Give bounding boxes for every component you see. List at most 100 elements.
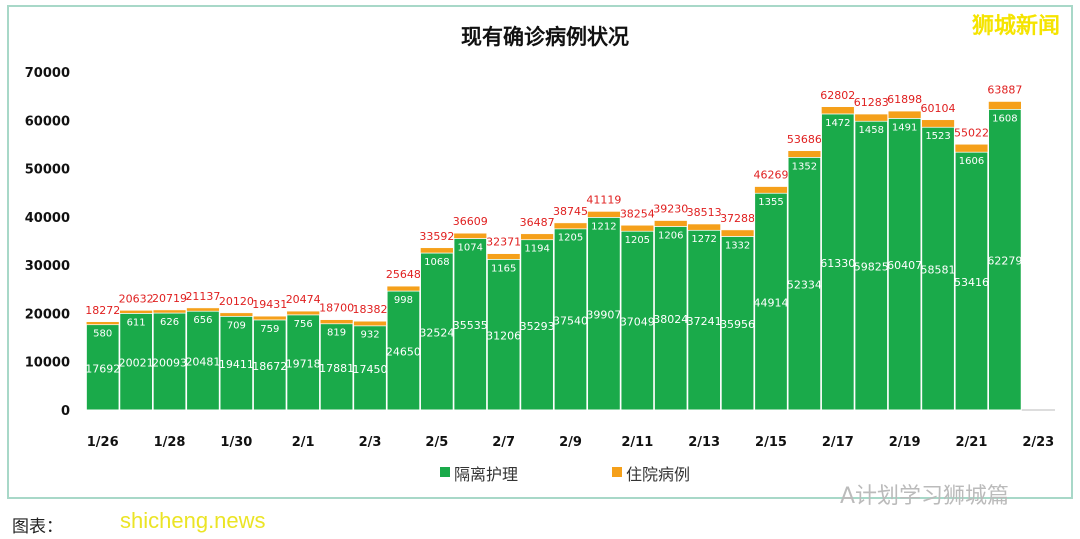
orange-value-label: 1068 xyxy=(424,257,449,268)
orange-value-label: 656 xyxy=(193,315,212,326)
bar-orange xyxy=(353,320,387,326)
orange-value-label: 1332 xyxy=(725,240,750,251)
x-tick-label: 2/11 xyxy=(621,435,653,450)
bar-green xyxy=(486,258,521,411)
total-label: 33592 xyxy=(419,230,454,243)
total-label: 60104 xyxy=(921,102,956,115)
bar-green xyxy=(219,315,254,411)
bar-green xyxy=(85,324,120,411)
green-value-label: 39907 xyxy=(586,309,621,322)
green-value-label: 44914 xyxy=(753,297,788,310)
bar-green xyxy=(453,237,488,411)
green-value-label: 35535 xyxy=(453,319,488,332)
total-label: 32371 xyxy=(486,236,521,249)
x-tick-label: 2/21 xyxy=(956,435,988,450)
orange-value-label: 611 xyxy=(127,317,146,328)
total-label: 55022 xyxy=(954,126,989,139)
x-tick-label: 2/9 xyxy=(559,435,582,450)
orange-value-label: 1608 xyxy=(992,113,1017,124)
orange-value-label: 998 xyxy=(394,295,413,306)
total-label: 61898 xyxy=(887,93,922,106)
site-watermark: shicheng.news xyxy=(120,508,266,533)
bar-orange xyxy=(453,232,487,239)
total-label: 20474 xyxy=(286,293,321,306)
bar-orange xyxy=(219,312,253,317)
x-tick-label: 2/17 xyxy=(822,435,854,450)
total-label: 20719 xyxy=(152,292,187,305)
legend-label: 隔离护理 xyxy=(454,465,518,484)
bar-green xyxy=(820,113,855,411)
green-value-label: 37241 xyxy=(687,315,722,328)
bar-orange xyxy=(152,309,187,314)
green-value-label: 17692 xyxy=(85,362,120,375)
orange-value-label: 1352 xyxy=(792,161,817,172)
account-watermark: A计划学习狮城篇 xyxy=(840,484,1010,509)
legend-swatch xyxy=(612,467,622,477)
x-tick-label: 2/5 xyxy=(425,435,448,450)
green-value-label: 62279 xyxy=(987,255,1022,268)
green-value-label: 37540 xyxy=(553,314,588,327)
y-tick-label: 0 xyxy=(61,404,70,419)
total-label: 20120 xyxy=(219,295,254,308)
y-tick-label: 30000 xyxy=(25,259,70,274)
bar-orange xyxy=(821,106,855,115)
orange-value-label: 1606 xyxy=(959,156,984,167)
total-label: 18272 xyxy=(85,304,120,317)
y-tick-label: 20000 xyxy=(25,307,70,322)
total-label: 38254 xyxy=(620,207,655,220)
total-label: 20632 xyxy=(119,292,154,305)
total-label: 61283 xyxy=(854,96,889,109)
green-value-label: 38024 xyxy=(653,313,688,326)
bar-orange xyxy=(988,101,1022,110)
green-value-label: 35956 xyxy=(720,318,755,331)
x-tick-label: 2/7 xyxy=(492,435,515,450)
caption: 图表： xyxy=(12,517,63,537)
orange-value-label: 1205 xyxy=(558,233,583,244)
total-label: 19431 xyxy=(252,298,287,311)
bar-orange xyxy=(420,247,454,254)
total-label: 46269 xyxy=(753,169,788,182)
green-value-label: 58581 xyxy=(921,264,956,277)
bar-green xyxy=(887,117,922,411)
orange-value-label: 1205 xyxy=(625,235,650,246)
bar-green xyxy=(720,235,755,411)
orange-value-label: 1355 xyxy=(758,197,783,208)
bar-orange xyxy=(720,229,755,237)
total-label: 21137 xyxy=(185,290,220,303)
x-tick-label: 1/28 xyxy=(154,435,186,450)
bar-orange xyxy=(687,223,721,231)
y-tick-label: 40000 xyxy=(25,211,70,226)
orange-value-label: 1206 xyxy=(658,230,683,241)
green-value-label: 32524 xyxy=(419,326,454,339)
bar-orange xyxy=(319,319,354,324)
bar-green xyxy=(553,228,588,411)
bar-green xyxy=(754,192,788,411)
orange-value-label: 709 xyxy=(227,320,246,331)
total-label: 36609 xyxy=(453,215,488,228)
bar-orange xyxy=(854,113,888,122)
x-tick-label: 2/23 xyxy=(1022,435,1054,450)
bar-green xyxy=(854,120,889,411)
logo-watermark: 狮城新闻 xyxy=(971,14,1060,39)
orange-value-label: 1472 xyxy=(825,118,850,129)
orange-value-label: 1458 xyxy=(858,125,883,136)
x-tick-label: 2/19 xyxy=(889,435,921,450)
bar-orange xyxy=(86,321,120,325)
x-tick-label: 1/30 xyxy=(220,435,252,450)
legend-swatch xyxy=(440,467,450,477)
green-value-label: 20481 xyxy=(185,356,220,369)
total-label: 41119 xyxy=(586,193,621,206)
orange-value-label: 756 xyxy=(294,319,313,330)
orange-value-label: 819 xyxy=(327,328,346,339)
total-label: 18382 xyxy=(353,303,388,316)
bar-orange xyxy=(386,285,421,292)
green-value-label: 52334 xyxy=(787,279,822,292)
orange-value-label: 580 xyxy=(93,329,112,340)
bar-green xyxy=(954,151,989,411)
total-label: 38745 xyxy=(553,205,588,218)
bar-orange xyxy=(253,315,287,321)
x-tick-label: 1/26 xyxy=(87,435,119,450)
green-value-label: 19718 xyxy=(286,357,321,370)
chart-title: 现有确诊病例状况 xyxy=(461,25,629,49)
